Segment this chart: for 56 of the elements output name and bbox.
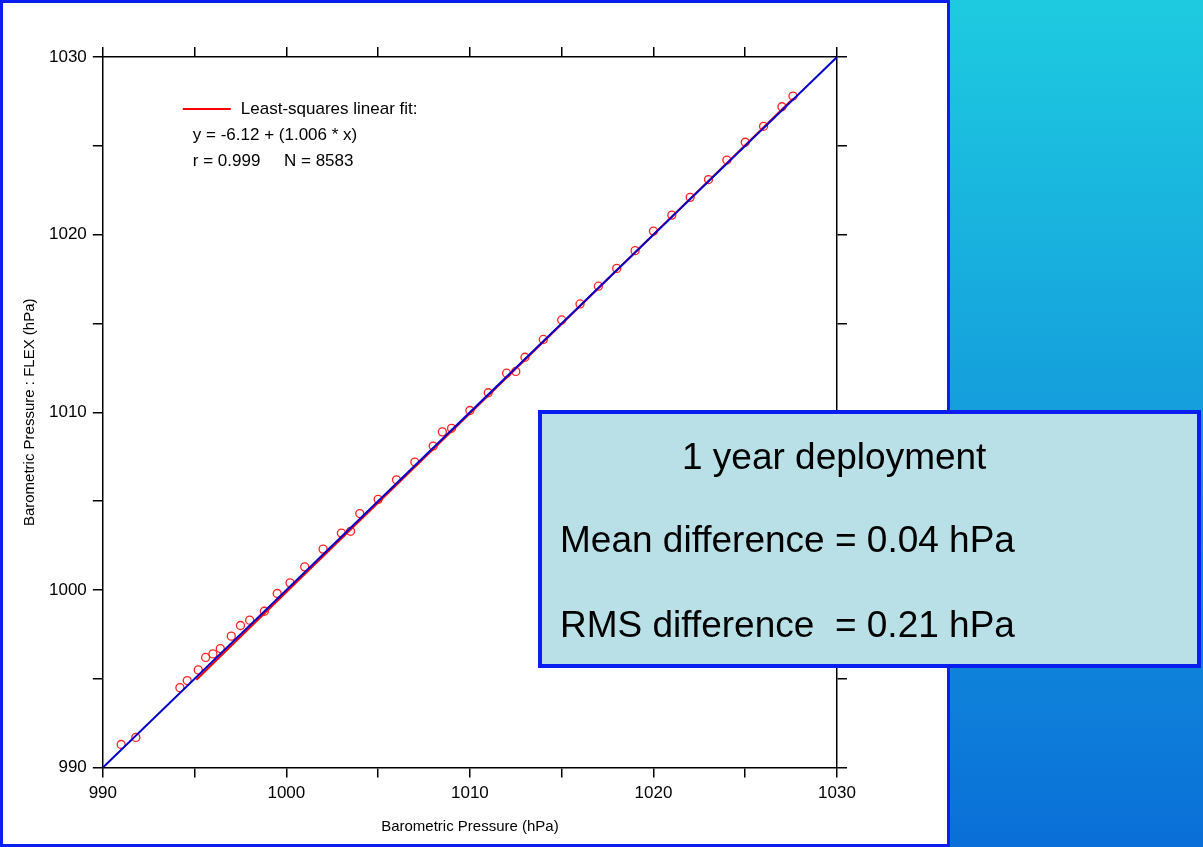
x-tick-label: 1030 [818,783,856,803]
point [131,732,141,743]
x-tick-label: 990 [88,783,118,803]
y-axis-title: Barometric Pressure : FLEX (hPa) [20,298,38,527]
point [437,427,448,437]
point [630,245,640,256]
point [318,544,328,554]
point [685,192,695,202]
point [557,315,567,325]
y-tick-label: 990 [58,757,87,777]
y-tick-label: 1020 [48,224,87,244]
x-axis-title: Barometric Pressure (hPa) [381,817,559,835]
annotation: 1 year deployment [682,436,987,478]
point [740,137,750,147]
point [193,665,203,675]
point [788,91,798,101]
annotation: r = 0.999 N = 8583 [192,150,354,170]
x-tick-label: 1000 [267,783,306,803]
point [538,334,548,345]
annotation: RMS difference = 0.21 hPa [560,604,1015,646]
point [722,155,732,165]
point [355,508,365,519]
point [446,423,457,433]
x-tick-label: 1010 [451,783,489,803]
point [593,281,604,291]
annotation: Mean difference = 0.04 hPa [560,519,1015,561]
point [511,366,521,377]
point [483,388,493,398]
point [758,121,769,131]
y-tick-label: 1030 [48,46,87,66]
point [428,441,438,451]
y-tick-label: 1010 [48,401,87,421]
point [300,562,310,572]
point [465,405,475,416]
text-box: 1 year deployment Mean difference = 0.04 hPa RMS difference = 0.21 hPa [538,410,1201,668]
point [226,631,236,641]
point [259,606,269,616]
point [520,352,530,362]
point [373,494,383,504]
point [501,368,512,378]
point [175,683,185,693]
annotation: y = -6.12 + (1.006 * x) [192,124,358,144]
point [245,615,255,625]
point [575,299,585,309]
point [648,226,659,236]
point [208,649,218,659]
point [612,263,622,274]
point [777,102,787,112]
point [200,652,211,663]
point [667,210,677,220]
point [235,620,246,631]
point [703,174,714,185]
y-tick-label: 1000 [48,579,87,599]
legend-label: Least-squares linear fit: [240,98,418,118]
point [345,526,356,536]
x-tick-label: 1020 [634,783,673,803]
